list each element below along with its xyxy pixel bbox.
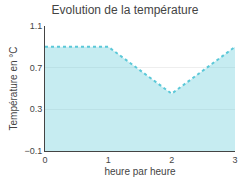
svg-text:Evolution de la température: Evolution de la température [52, 3, 199, 17]
svg-text:0: 0 [42, 155, 47, 165]
svg-text:Température en °C: Température en °C [8, 46, 19, 130]
svg-text:0.3: 0.3 [30, 104, 43, 114]
svg-text:3: 3 [232, 155, 237, 165]
svg-text:1.1: 1.1 [30, 21, 43, 31]
svg-text:2: 2 [169, 155, 174, 165]
svg-text:1: 1 [106, 155, 111, 165]
svg-text:0.7: 0.7 [30, 63, 43, 73]
svg-text:heure par heure: heure par heure [104, 166, 176, 177]
svg-text:−0.1: −0.1 [24, 146, 42, 156]
